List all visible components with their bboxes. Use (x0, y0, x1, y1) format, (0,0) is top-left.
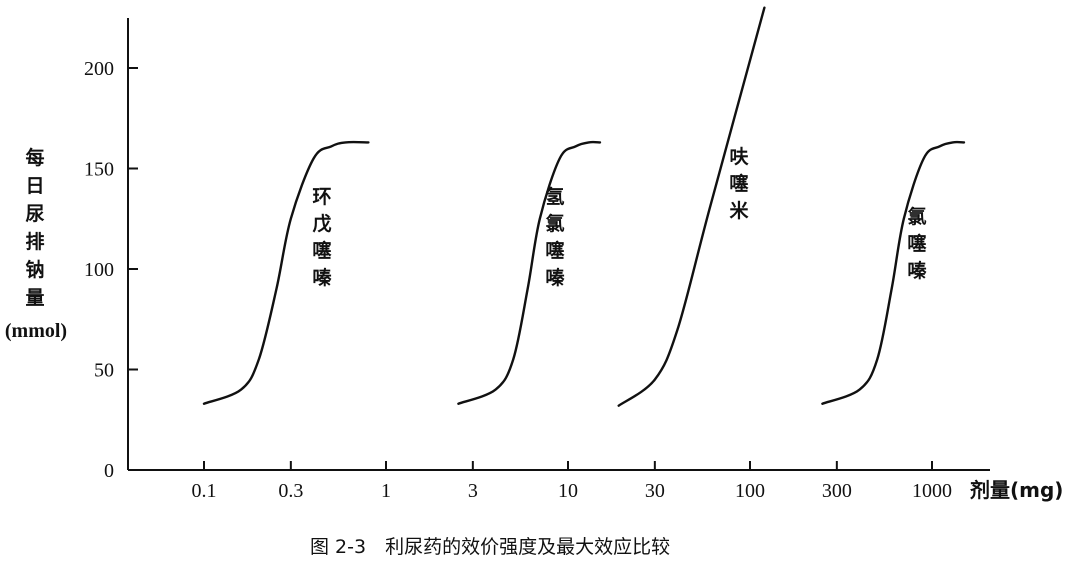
y-label-unit: (mmol) (5, 320, 67, 342)
y-label-char: 量 (25, 287, 44, 309)
y-tick-label: 100 (84, 259, 114, 281)
series-label-char: 戊 (312, 212, 331, 235)
series-label-char: 噻 (907, 232, 927, 255)
series-label-char: 米 (729, 199, 749, 222)
y-label-char: 钠 (25, 258, 44, 281)
x-tick-label: 0.1 (192, 480, 217, 502)
y-tick-label: 50 (94, 360, 114, 382)
series-label-char: 呋 (729, 146, 749, 168)
y-label-char: 排 (25, 230, 44, 253)
series-label-char: 氯 (907, 205, 926, 228)
y-label-char: 每 (25, 146, 44, 169)
series-label-char: 噻 (729, 172, 749, 195)
figure-caption: 图 2-3 利尿药的效价强度及最大效应比较 (310, 536, 670, 558)
x-axis-label: 剂量(mg) (970, 478, 1063, 502)
series-curve-3 (617, 6, 766, 407)
series-curves (202, 6, 966, 407)
series-curve-1 (202, 140, 370, 405)
y-tick-label: 150 (84, 159, 114, 181)
series-label-char: 噻 (312, 239, 332, 262)
x-tick-label: 30 (645, 480, 665, 502)
x-tick-label: 1 (381, 480, 391, 502)
x-tick-label: 0.3 (278, 480, 303, 502)
x-tick-label: 100 (735, 480, 765, 502)
x-tick-label: 1000 (912, 480, 952, 502)
y-tick-label: 0 (104, 460, 114, 482)
series-label-char: 氢 (545, 185, 564, 208)
series-label-char: 环 (312, 186, 331, 208)
series-label-char: 嗪 (907, 259, 927, 282)
x-tick-label: 300 (822, 480, 852, 502)
y-ticks: 0 50 100 150 200 (84, 58, 138, 482)
series-label-char: 嗪 (312, 266, 332, 289)
series-curve-4 (821, 140, 966, 405)
series-label-char: 氯 (545, 212, 564, 235)
y-label-char: 尿 (25, 203, 44, 225)
series-curve-2 (457, 140, 602, 405)
series-label-char: 嗪 (545, 266, 565, 289)
x-ticks: 0.1 0.3 1 3 10 30 100 300 1000 (192, 461, 952, 502)
x-tick-label: 3 (468, 480, 478, 502)
series-label-char: 噻 (545, 239, 565, 262)
axes (127, 18, 990, 471)
x-tick-label: 10 (558, 480, 578, 502)
y-label-char: 日 (25, 175, 44, 197)
y-tick-label: 200 (84, 58, 114, 80)
